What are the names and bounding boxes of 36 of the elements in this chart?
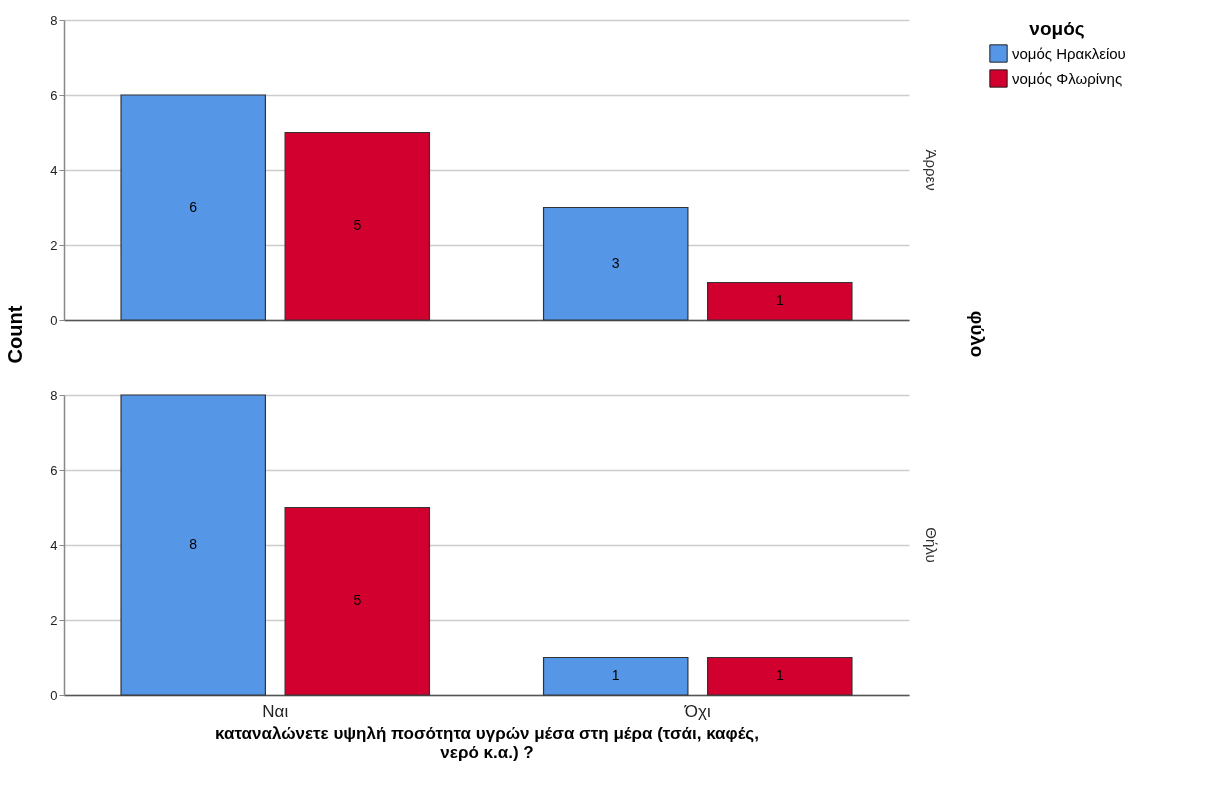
y-axis-title: Count bbox=[4, 305, 27, 364]
y-tick-label: 4 bbox=[50, 537, 58, 553]
x-tick-label: Όχι bbox=[683, 701, 711, 721]
data-label: 5 bbox=[353, 217, 362, 234]
x-axis-title: καταναλώνετε υψηλή ποσότητα υγρών μέσα στη μέρα (τσάι, καφές, νερό κ.α.) ? bbox=[215, 723, 759, 762]
bar bbox=[284, 131, 431, 321]
legend-title: νομός bbox=[1029, 18, 1085, 39]
bar bbox=[542, 656, 689, 696]
bar bbox=[706, 656, 853, 696]
y-tick-label: 8 bbox=[50, 387, 58, 403]
y-tick-label: 6 bbox=[50, 462, 58, 478]
legend-label: νομός Ηρακλείου bbox=[1012, 44, 1126, 62]
y-tick-label: 8 bbox=[50, 12, 58, 28]
data-label: 1 bbox=[775, 292, 784, 309]
bar bbox=[120, 94, 267, 321]
data-label: 5 bbox=[353, 592, 362, 609]
legend-label: νομός Φλωρίνης bbox=[1012, 69, 1123, 87]
y-tick-label: 0 bbox=[50, 312, 58, 328]
bar bbox=[706, 281, 853, 321]
y-tick-label: 2 bbox=[50, 612, 58, 628]
y-tick-label: 2 bbox=[50, 237, 58, 253]
x-tick-label: Ναι bbox=[262, 701, 289, 721]
y-tick-label: 6 bbox=[50, 87, 58, 103]
bar bbox=[120, 394, 267, 696]
data-label: 1 bbox=[611, 667, 620, 684]
data-label: 1 bbox=[775, 667, 784, 684]
bar bbox=[542, 206, 689, 321]
text: φύλο bbox=[967, 310, 988, 358]
data-label: 8 bbox=[189, 536, 198, 552]
data-label: 3 bbox=[611, 254, 620, 271]
y-tick-label: 4 bbox=[50, 162, 58, 178]
text: Θήλυ bbox=[923, 527, 940, 563]
text: Άρρεν bbox=[923, 149, 940, 191]
y-tick-label: 0 bbox=[50, 687, 58, 703]
data-label: 6 bbox=[189, 198, 198, 215]
bar bbox=[284, 506, 431, 696]
